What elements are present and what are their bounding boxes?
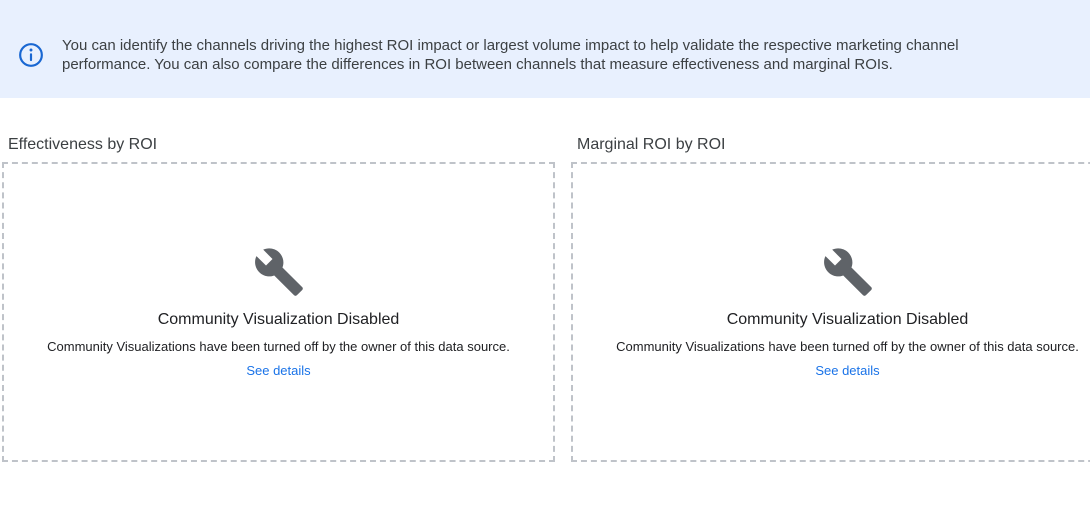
disabled-description: Community Visualizations have been turne… <box>616 338 1079 354</box>
wrench-icon <box>823 247 872 296</box>
chart-placeholder-marginal-roi: Community Visualization Disabled Communi… <box>571 162 1090 462</box>
info-icon <box>19 43 43 67</box>
see-details-link[interactable]: See details <box>246 362 311 378</box>
info-banner: You can identify the channels driving th… <box>0 0 1090 98</box>
chart-section-marginal-roi: Marginal ROI by ROI Community Visualizat… <box>571 134 1090 462</box>
chart-placeholder-effectiveness: Community Visualization Disabled Communi… <box>2 162 555 462</box>
chart-title-marginal-roi: Marginal ROI by ROI <box>577 136 726 153</box>
charts-row: Effectiveness by ROI Community Visualiza… <box>0 134 1090 462</box>
disabled-heading: Community Visualization Disabled <box>726 310 969 328</box>
chart-title-effectiveness: Effectiveness by ROI <box>8 136 158 153</box>
disabled-description: Community Visualizations have been turne… <box>47 338 510 354</box>
disabled-heading: Community Visualization Disabled <box>157 310 400 328</box>
banner-text: You can identify the channels driving th… <box>62 37 959 73</box>
wrench-icon <box>254 247 303 296</box>
chart-section-effectiveness: Effectiveness by ROI Community Visualiza… <box>2 134 555 462</box>
see-details-link[interactable]: See details <box>815 362 880 378</box>
